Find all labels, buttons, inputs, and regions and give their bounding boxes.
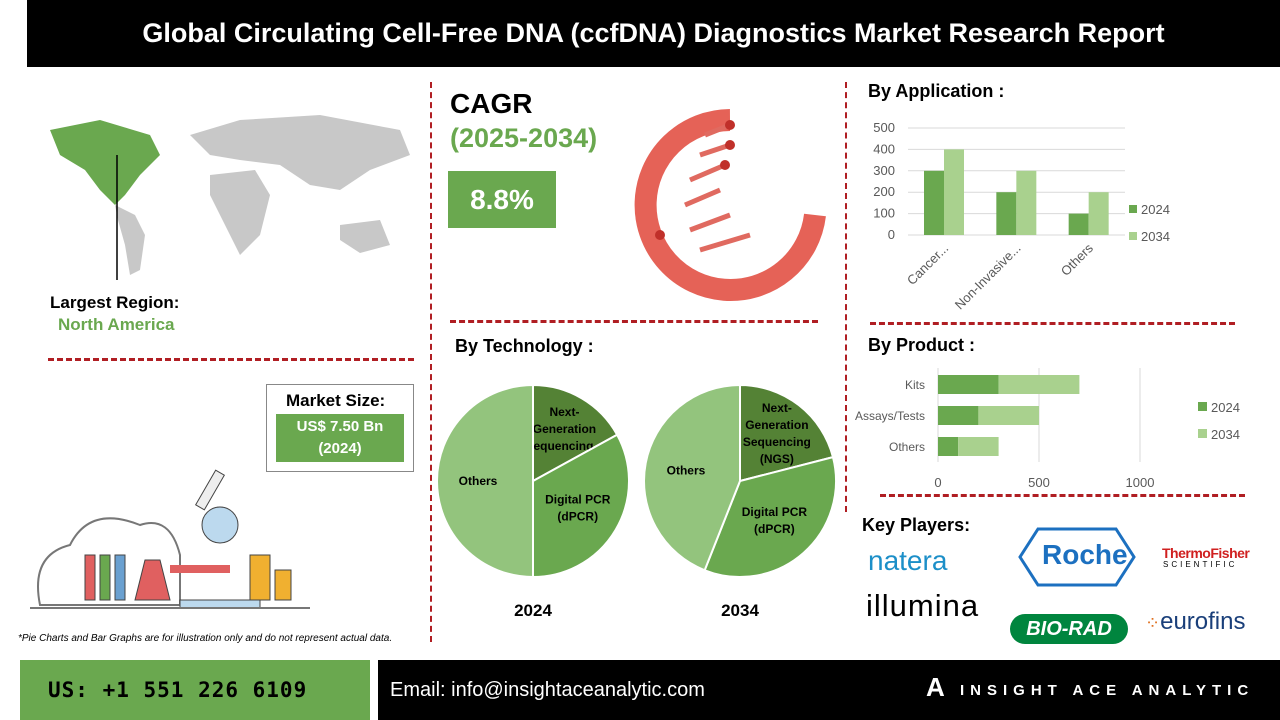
y-tick-label: Kits xyxy=(905,378,925,392)
pie-title: 2034 xyxy=(721,601,759,620)
bar-2034 xyxy=(978,406,1039,425)
pie-slice xyxy=(739,383,835,483)
legend-label: 2024 xyxy=(1211,400,1240,415)
section-title-application: By Application : xyxy=(868,81,1005,101)
x-tick-label: Non-Invasive... xyxy=(952,241,1024,313)
legend-label: 2034 xyxy=(1141,229,1170,244)
legend-label: 2024 xyxy=(1141,202,1170,217)
divider xyxy=(48,358,414,361)
divider xyxy=(430,82,432,642)
market-size-value: US$ 7.50 Bn xyxy=(296,418,384,435)
cagr-value: 8.8% xyxy=(448,171,556,228)
section-title-technology: By Technology : xyxy=(455,336,594,356)
pie-slice xyxy=(436,383,534,579)
y-tick-label: 100 xyxy=(873,206,895,221)
market-size-label: Market Size: xyxy=(286,391,386,410)
bar-2024 xyxy=(1068,213,1089,235)
y-tick-label: Others xyxy=(889,440,925,454)
y-tick-label: 0 xyxy=(888,227,895,242)
legend-swatch xyxy=(1198,429,1207,438)
divider xyxy=(870,322,1235,325)
email-contact: Email: info@insightaceanalytic.com xyxy=(378,660,1280,720)
bar-2024 xyxy=(938,437,959,456)
disclaimer: *Pie Charts and Bar Graphs are for illus… xyxy=(18,633,393,644)
pie-slice xyxy=(532,433,630,579)
market-size-box xyxy=(266,384,414,472)
pie-label: Next-Generation Sequencing (NGS) xyxy=(743,401,811,466)
pie-slice xyxy=(532,383,619,483)
cagr-period: (2025-2034) xyxy=(450,123,598,153)
pie-title: 2024 xyxy=(514,601,552,620)
lab-illustration-icon xyxy=(30,469,310,609)
dna-graphic-icon xyxy=(634,109,826,301)
product-bar-chart: 0 500 1000 Kits Assays/Tests Others 2024 2034 xyxy=(855,368,1240,490)
logo-natera: natera xyxy=(868,545,948,576)
pie-label: Digital PCR (dPCR) xyxy=(545,492,611,523)
legend-swatch xyxy=(1198,402,1207,411)
pie-label: Digital PCR (dPCR) xyxy=(742,505,808,536)
brand-logo-icon: A xyxy=(926,672,945,702)
bar-2034 xyxy=(1088,192,1109,235)
region-value: North America xyxy=(58,315,175,334)
x-tick-label: 0 xyxy=(934,475,941,490)
cagr-label: CAGR xyxy=(450,88,533,119)
y-tick-label: Assays/Tests xyxy=(855,409,925,423)
y-tick-label: 400 xyxy=(873,141,895,156)
y-tick-label: 200 xyxy=(873,184,895,199)
y-tick-label: 300 xyxy=(873,163,895,178)
bar-2034 xyxy=(1016,170,1037,235)
pie-label: Others xyxy=(459,474,498,488)
bar-2024 xyxy=(924,170,944,235)
divider xyxy=(845,82,847,512)
header-title: Global Circulating Cell-Free DNA (ccfDNA… xyxy=(27,0,1280,67)
application-bar-chart: 0 100 200 300 400 500 Cancer... Non-Invasive...… xyxy=(873,120,1170,313)
market-size-year: (2024) xyxy=(318,440,362,457)
bar-2024 xyxy=(996,192,1017,235)
pie-label: Next-Generation Sequencing... xyxy=(525,405,603,453)
logo-thermofisher: ThermoFisher xyxy=(1162,545,1250,561)
y-tick-label: 500 xyxy=(873,120,895,135)
market-size-value-box: US$ 7.50 Bn (2024) xyxy=(276,414,404,462)
logo-thermofisher-sub: SCIENTIFIC xyxy=(1163,560,1238,569)
divider xyxy=(880,494,1245,497)
x-tick-label: Others xyxy=(1058,240,1097,279)
x-tick-label: 1000 xyxy=(1126,475,1155,490)
bar-2034 xyxy=(944,149,964,235)
bar-2024 xyxy=(938,375,999,394)
section-title-product: By Product : xyxy=(868,335,976,355)
bar-2034 xyxy=(998,375,1080,394)
bar-2034 xyxy=(958,437,999,456)
legend-swatch xyxy=(1129,232,1137,240)
phone-contact: US: +1 551 226 6109 xyxy=(20,660,370,720)
world-map xyxy=(50,115,410,280)
logo-eurofins: ⁘eurofins xyxy=(1145,608,1246,635)
legend-label: 2034 xyxy=(1211,427,1240,442)
legend-swatch xyxy=(1129,205,1137,213)
logo-biorad: BIO-RAD xyxy=(1010,614,1128,644)
divider xyxy=(450,320,818,323)
section-title-players: Key Players: xyxy=(862,515,971,535)
pie-label: Others xyxy=(667,464,706,478)
bar-2024 xyxy=(938,406,979,425)
pie-slice xyxy=(643,383,741,572)
x-tick-label: Cancer... xyxy=(904,241,951,288)
pie-slice xyxy=(703,455,837,578)
brand-name: INSIGHT ACE ANALYTIC xyxy=(960,682,1255,699)
logo-illumina: illumina xyxy=(866,588,980,623)
region-label: Largest Region: xyxy=(50,293,180,312)
logo-roche: Roche xyxy=(1018,527,1136,587)
technology-pie-charts: Next-Generation Sequencing... Digital PCR(… xyxy=(436,383,837,620)
x-tick-label: 500 xyxy=(1028,475,1050,490)
